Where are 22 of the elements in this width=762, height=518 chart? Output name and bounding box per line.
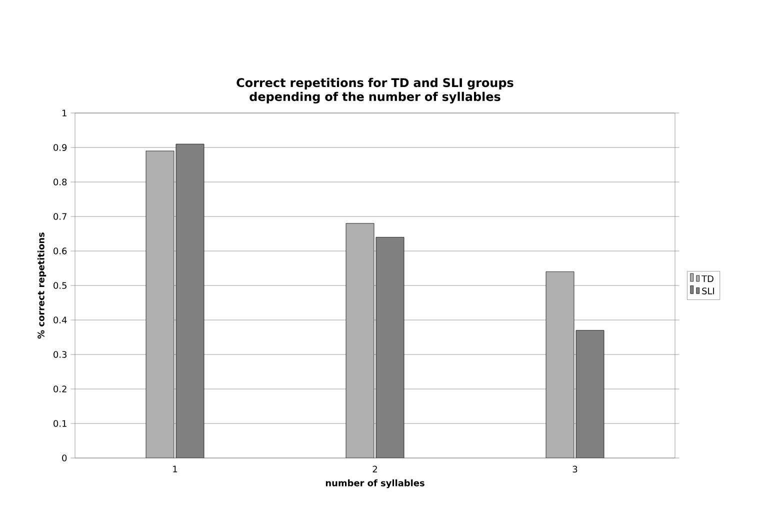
chart-title: Correct repetitions for TD and SLI groups depending of the number of syllables: [236, 78, 514, 104]
y-tick-label: 1: [62, 110, 66, 116]
x-tick-label: 1: [173, 466, 178, 472]
bar: [146, 150, 174, 458]
x-axis-title: number of syllables: [326, 479, 424, 488]
y-tick-label: 0.5: [54, 282, 66, 289]
bar: [546, 272, 574, 458]
legend-label: TD: [702, 275, 714, 282]
x-tick-label: 2: [372, 466, 377, 472]
y-tick-label: 0.8: [54, 178, 67, 186]
y-tick-label: 0.9: [54, 144, 67, 151]
x-tick-label: 3: [572, 466, 578, 473]
legend-label: SLI: [702, 288, 714, 294]
y-tick-label: 0.6: [54, 248, 67, 254]
y-tick-label: 0.1: [54, 420, 66, 427]
bar: [346, 223, 374, 458]
y-axis-title: % correct repetitions: [37, 232, 46, 339]
y-tick-label: 0.4: [54, 316, 67, 324]
y-tick-label: 0.2: [54, 386, 66, 392]
y-tick-label: 0: [62, 454, 67, 462]
y-tick-label: 0.7: [54, 213, 66, 220]
y-tick-label: 0.3: [54, 351, 67, 358]
